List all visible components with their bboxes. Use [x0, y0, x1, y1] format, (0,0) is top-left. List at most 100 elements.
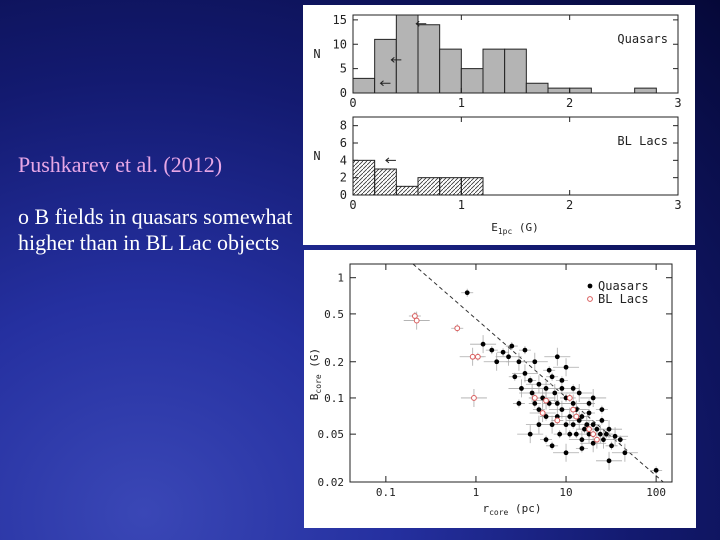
quasar-point: [599, 407, 605, 413]
quasar-point: [563, 422, 569, 428]
quasar-point: [617, 437, 623, 443]
scatter-xtick-label: 0.1: [376, 486, 396, 499]
bllac-point: [469, 353, 476, 360]
scatter-frame: [349, 263, 673, 483]
quasar-xtick-label: 0: [349, 96, 356, 110]
quasar-xtick-label: 3: [674, 96, 681, 110]
bllac-ytick-label: 8: [340, 119, 347, 133]
bllac-point: [474, 353, 481, 360]
quasar-point: [576, 390, 582, 396]
quasar-point: [506, 354, 511, 360]
legend-bllac-label: BL Lacs: [598, 292, 649, 306]
quasar-bar: [482, 48, 506, 94]
quasar-point: [519, 386, 524, 391]
bllac-point: [593, 436, 600, 443]
quasar-point: [546, 367, 552, 373]
bllac-point: [573, 413, 580, 420]
quasar-point: [594, 426, 600, 432]
quasar-point: [527, 431, 533, 437]
quasar-point: [586, 431, 592, 437]
quasar-ytick-label: 15: [333, 13, 347, 27]
bllac-xtick-label: 0: [349, 198, 356, 212]
bllac-ytick-label: 0: [340, 188, 347, 202]
quasar-point: [494, 359, 500, 365]
scatter-ytick-label: 0.1: [324, 392, 344, 405]
bllac-frame: [352, 116, 679, 196]
quasar-point: [586, 410, 592, 416]
bllac-xtick-label: 3: [674, 198, 681, 212]
trend-line: [412, 263, 664, 483]
bllac-bar: [374, 168, 397, 196]
quasar-upper-limit-arrow: [415, 20, 427, 27]
scatter-ytick-label: 1: [337, 272, 344, 285]
bllac-bar: [439, 177, 462, 196]
quasar-ylabel: N: [313, 47, 320, 61]
bullet-text: o B fields in quasars somewhat higher th…: [18, 204, 293, 256]
bllac-xtick-label: 1: [458, 198, 465, 212]
quasar-point: [536, 422, 542, 428]
quasar-xtick-label: 2: [566, 96, 573, 110]
quasar-point: [554, 354, 560, 360]
bllac-xtick-label: 2: [566, 198, 573, 212]
quasar-frame: [352, 14, 679, 94]
bllac-point: [531, 395, 538, 401]
scatter-ytick-label: 0.02: [318, 476, 345, 489]
quasar-point: [586, 401, 592, 406]
quasar-point: [601, 437, 606, 443]
quasar-point: [579, 437, 585, 443]
bllac-bar: [395, 185, 419, 196]
quasar-point: [590, 395, 596, 401]
quasar-point: [549, 443, 555, 449]
quasar-point: [489, 347, 495, 353]
quasar-bar: [352, 77, 376, 94]
quasar-point: [570, 386, 576, 391]
quasar-point: [570, 401, 576, 406]
scatter-ytick-label: 0.2: [324, 356, 344, 369]
quasar-point: [606, 458, 612, 464]
quasar-point: [549, 374, 555, 380]
quasar-point: [567, 431, 573, 437]
quasar-upper-limit-arrow: [379, 80, 391, 87]
quasar-point: [559, 386, 565, 391]
legend-quasar-marker: [587, 283, 593, 289]
quasar-point: [543, 414, 549, 419]
bllac-ytick-label: 6: [340, 136, 347, 150]
quasar-point: [612, 433, 618, 439]
quasar-point: [512, 374, 518, 380]
quasar-point: [567, 414, 573, 419]
quasar-point: [653, 467, 659, 473]
quasar-bar: [460, 68, 484, 94]
scatter-ylabel: Bcore (G): [308, 348, 323, 400]
quasar-point: [590, 422, 596, 428]
quasar-bar: [374, 38, 397, 94]
quasar-point: [603, 431, 609, 437]
bllac-panel-title: BL Lacs: [617, 134, 668, 148]
quasar-ytick-label: 5: [340, 62, 347, 76]
quasar-ytick-label: 10: [333, 37, 347, 51]
legend-quasar-label: Quasars: [598, 279, 649, 293]
bllac-upper-limit-arrow: [385, 157, 396, 164]
quasar-point: [549, 422, 555, 428]
quasar-point: [480, 341, 486, 347]
quasar-point: [559, 377, 565, 383]
quasar-point: [584, 422, 590, 428]
quasar-point: [597, 431, 603, 437]
quasar-point: [557, 431, 563, 437]
bllac-point: [454, 325, 461, 332]
bllac-ytick-label: 4: [340, 153, 347, 167]
quasar-point: [570, 422, 576, 428]
quasar-point: [532, 359, 538, 365]
quasar-bar: [569, 87, 592, 94]
bllac-point: [566, 395, 573, 401]
quasar-point: [516, 359, 522, 365]
bllac-point: [413, 317, 420, 324]
quasar-xtick-label: 1: [458, 96, 465, 110]
scatter-xlabel: rcore (pc): [482, 502, 541, 517]
quasar-point: [622, 450, 628, 456]
bllac-bar: [460, 177, 484, 196]
quasar-point: [599, 418, 605, 423]
quasar-point: [579, 414, 585, 419]
bllac-point: [570, 406, 577, 413]
quasar-ytick-label: 0: [340, 86, 347, 100]
